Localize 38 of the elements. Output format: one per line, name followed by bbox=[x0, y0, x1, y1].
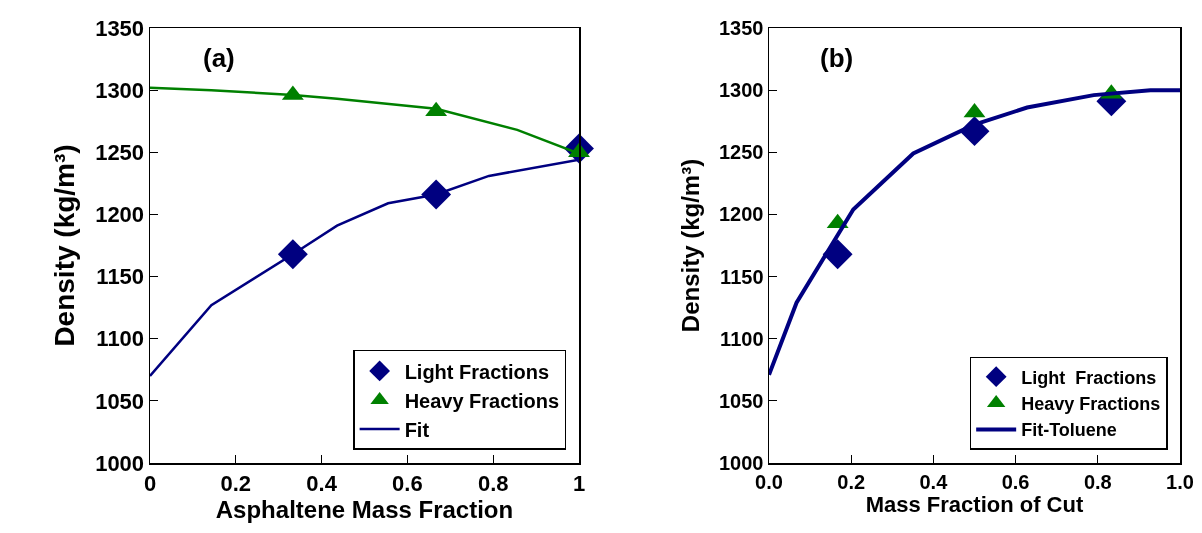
y-tick-label: 1050 bbox=[719, 389, 764, 412]
y-tick-label: 1150 bbox=[96, 264, 145, 290]
x-tick-label: 1 bbox=[572, 470, 586, 496]
y-tick-label: 1350 bbox=[95, 15, 145, 41]
y-tick-label: 1250 bbox=[95, 139, 145, 165]
y-tick-label: 1050 bbox=[95, 388, 145, 414]
x-tick-label: 0.4 bbox=[306, 470, 338, 496]
legend-label: Fit-Toluene bbox=[1021, 420, 1117, 441]
x-tick-label: 0.2 bbox=[837, 470, 866, 493]
x-tick-label: 0.4 bbox=[919, 470, 949, 493]
annotation: (a) bbox=[203, 43, 235, 73]
legend-label: Fit bbox=[404, 418, 430, 441]
x-tick-label: 0.6 bbox=[1001, 470, 1030, 493]
x-tick-label: 0.6 bbox=[392, 470, 423, 496]
y-axis-title: Density (kg/m³) bbox=[677, 158, 705, 333]
y-tick-label: 1200 bbox=[95, 202, 145, 228]
y-tick-label: 1300 bbox=[719, 79, 764, 102]
y-tick-label: 1350 bbox=[719, 17, 764, 39]
x-tick-label: 0.8 bbox=[477, 470, 509, 496]
y-tick-label: 1100 bbox=[96, 326, 145, 352]
legend-label: Heavy Fractions bbox=[404, 389, 560, 412]
x-tick-label: 0.8 bbox=[1083, 470, 1112, 493]
y-tick-label: 1150 bbox=[720, 265, 764, 288]
y-tick-label: 1300 bbox=[95, 77, 145, 103]
x-tick-label: 0 bbox=[143, 470, 157, 496]
legend-label: Light Fractions bbox=[1021, 367, 1157, 388]
x-axis-title: Mass Fraction of Cut bbox=[865, 492, 1084, 518]
legend-label: Heavy Fractions bbox=[1021, 394, 1161, 415]
x-tick-label: 1.0 bbox=[1166, 470, 1194, 493]
legend-label: Light Fractions bbox=[404, 360, 550, 383]
y-tick-label: 1000 bbox=[95, 450, 145, 476]
y-tick-label: 1200 bbox=[719, 203, 764, 226]
annotation: (b) bbox=[820, 43, 854, 73]
x-axis-title: Asphaltene Mass Fraction bbox=[215, 495, 514, 523]
x-tick-label: 0.2 bbox=[220, 470, 252, 496]
y-tick-label: 1100 bbox=[720, 327, 764, 350]
y-tick-label: 1250 bbox=[719, 141, 764, 164]
y-axis-title: Density (kg/m³) bbox=[49, 144, 81, 347]
